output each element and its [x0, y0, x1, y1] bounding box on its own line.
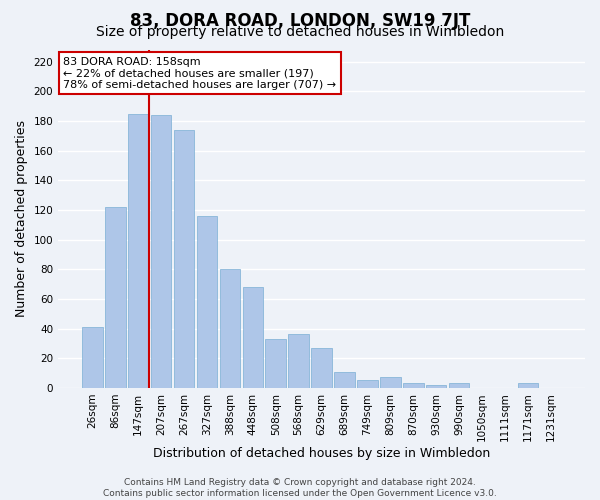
Text: Size of property relative to detached houses in Wimbledon: Size of property relative to detached ho… [96, 25, 504, 39]
Bar [380, 378, 401, 388]
Bar [357, 380, 378, 388]
Bar [289, 334, 309, 388]
Text: 83, DORA ROAD, LONDON, SW19 7JT: 83, DORA ROAD, LONDON, SW19 7JT [130, 12, 470, 30]
Bar [311, 348, 332, 388]
Bar [449, 384, 469, 388]
Bar [151, 115, 172, 388]
Bar [518, 384, 538, 388]
Bar [82, 327, 103, 388]
Text: 83 DORA ROAD: 158sqm
← 22% of detached houses are smaller (197)
78% of semi-deta: 83 DORA ROAD: 158sqm ← 22% of detached h… [64, 57, 337, 90]
Text: Contains HM Land Registry data © Crown copyright and database right 2024.
Contai: Contains HM Land Registry data © Crown c… [103, 478, 497, 498]
Bar [403, 384, 424, 388]
Bar [128, 114, 149, 388]
Bar [105, 207, 125, 388]
Bar [220, 270, 240, 388]
Bar [265, 339, 286, 388]
Bar [197, 216, 217, 388]
Bar [426, 385, 446, 388]
Bar [242, 287, 263, 388]
Y-axis label: Number of detached properties: Number of detached properties [15, 120, 28, 318]
Bar [174, 130, 194, 388]
X-axis label: Distribution of detached houses by size in Wimbledon: Distribution of detached houses by size … [153, 447, 490, 460]
Bar [334, 372, 355, 388]
